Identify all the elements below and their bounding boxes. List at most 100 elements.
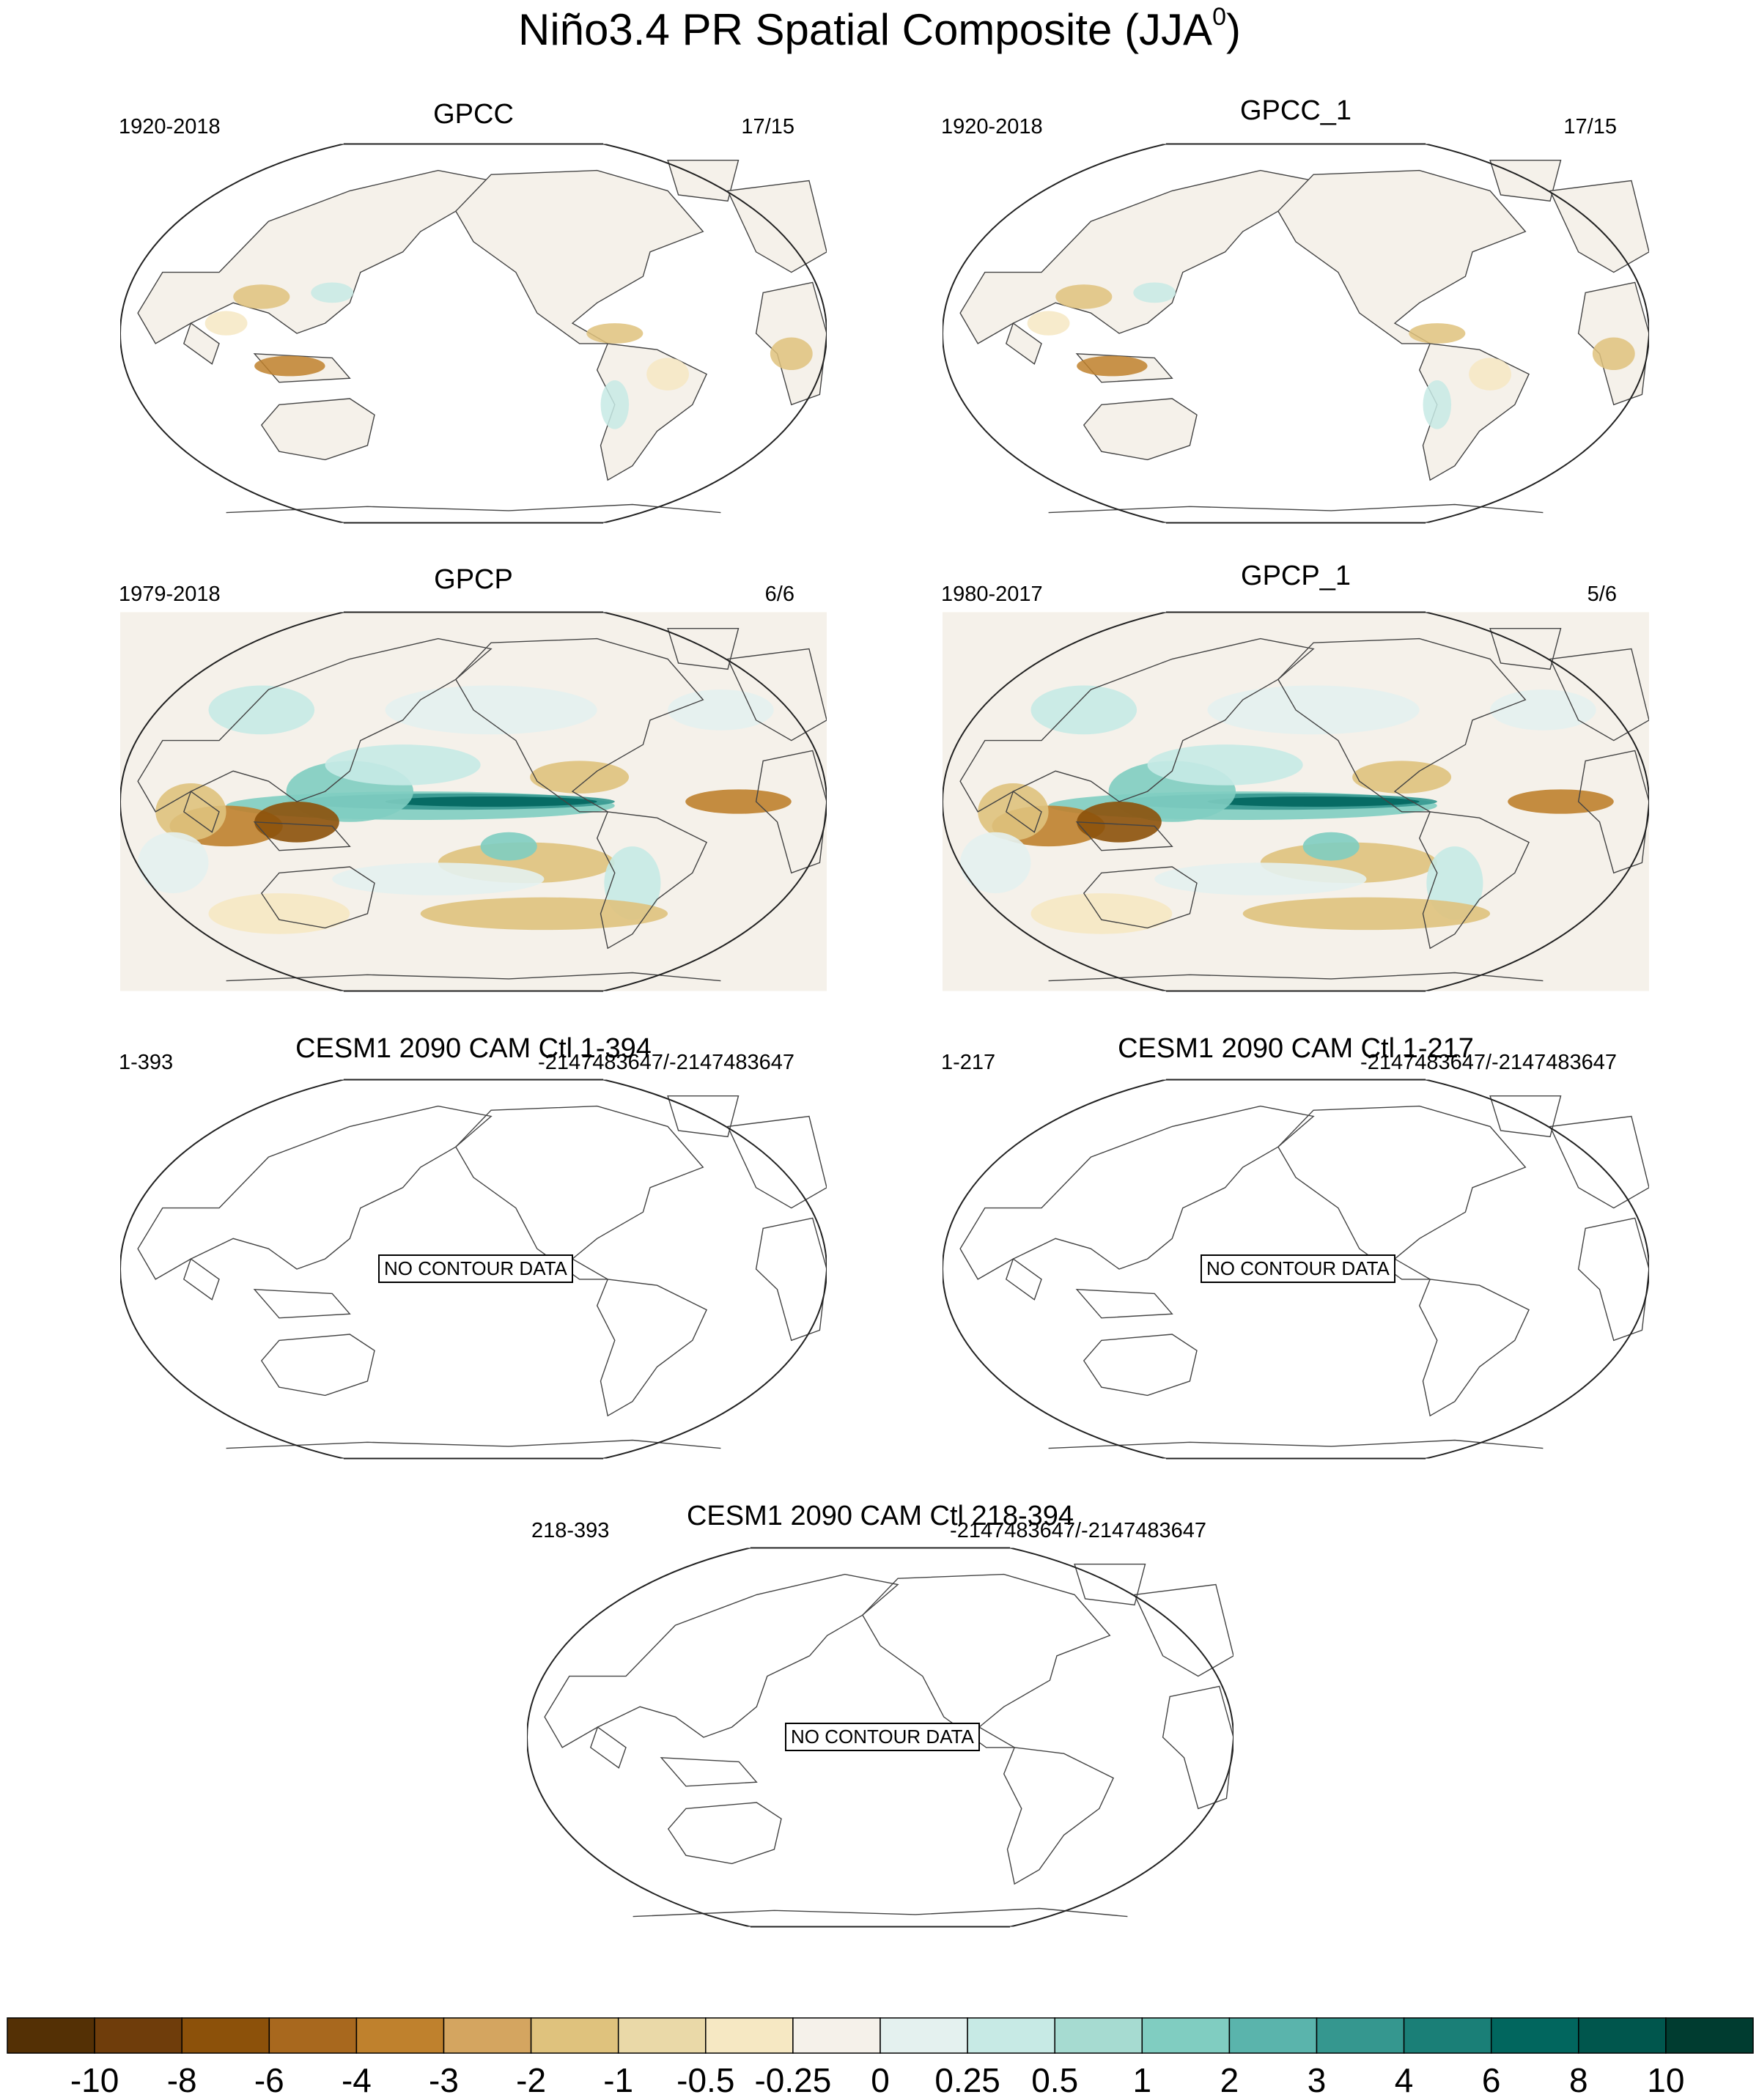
panel-count: 6/6 [764,583,794,606]
panel-title: GPCP [434,564,513,595]
colorbar-swatch [1665,2017,1754,2054]
coastline-europe [726,1115,827,1209]
panel-title: GPCP_1 [1241,561,1351,591]
colorbar-swatch [268,2017,358,2054]
panel-years: 1979-2018 [119,583,221,606]
panel-count: 17/15 [741,115,794,138]
coastline-africa [1577,750,1649,874]
coastline-antarctica [226,972,721,982]
coastline-europe [726,648,827,742]
coastline-europe [1133,1583,1233,1677]
coastline-africa [755,750,827,874]
coastline-europe [1549,648,1649,742]
panel-count: -2147483647/-2147483647 [538,1051,794,1074]
colorbar-swatch [1578,2017,1667,2054]
no-contour-data-label: NO CONTOUR DATA [378,1254,573,1283]
colorbar-swatch [1228,2017,1318,2054]
coastline-greenland [1489,628,1562,670]
coastline-samerica [1418,811,1530,950]
panel-title: CESM1 2090 CAM Ctl 1-394 [295,1033,652,1064]
coastline-samerica [1003,1747,1115,1885]
panel-title: GPCC [433,99,514,130]
figure-title-close: ) [1226,5,1241,54]
colorbar-swatch [967,2017,1055,2054]
coastline-africa [755,1217,827,1342]
panel-count: -2147483647/-2147483647 [1360,1051,1617,1074]
coastline-indonesia [253,821,351,851]
coastline-africa [1577,1217,1649,1342]
coastline-india [182,1257,220,1301]
colorbar-swatch [1141,2017,1231,2054]
coastline-india [182,322,220,365]
panel-years: 1-217 [941,1051,996,1074]
panel-title: CESM1 2090 CAM Ctl 218-394 [686,1501,1074,1531]
coastline-africa [1162,1685,1233,1810]
panel-count: -2147483647/-2147483647 [950,1519,1206,1542]
coastline-asia [544,1573,899,1748]
panel-title: GPCC_1 [1239,95,1352,126]
panel-years: 1920-2018 [941,115,1043,138]
coastline-indonesia [253,1289,351,1319]
coastline-asia [137,1105,493,1280]
colorbar-swatch [530,2017,619,2054]
coastline-australia [1083,1334,1198,1397]
coastline-india [182,790,220,833]
coastline-india [1005,322,1042,365]
coastline-india [1005,1257,1042,1301]
coastline-namerica [1277,169,1527,344]
coastline-asia [959,637,1315,813]
coastline-australia [1083,398,1198,461]
coastline-samerica [596,1279,708,1417]
colorbar-swatch [1054,2017,1143,2054]
colorbar-swatch [1403,2017,1492,2054]
coastline-namerica [1277,637,1527,813]
coastline-antarctica [1048,503,1544,514]
coastline-greenland [667,628,740,670]
colorbar-swatch [7,2017,95,2054]
coastline-greenland [1489,1095,1562,1138]
coastline-asia [137,637,493,813]
colorbar-tick-label: 10 [1647,2061,1685,2099]
no-contour-data-label: NO CONTOUR DATA [785,1723,980,1751]
coastline-india [589,1726,627,1769]
coastline-australia [260,398,375,461]
figure-title-text: Niño3.4 PR Spatial Composite (JJA [518,5,1213,54]
coastline-greenland [1074,1564,1146,1606]
coastline-antarctica [1048,1439,1544,1449]
colorbar-swatch [1490,2017,1579,2054]
coastline-asia [137,169,493,344]
coastline-samerica [596,811,708,950]
coastline-europe [1549,180,1649,273]
colorbar-swatch [617,2017,707,2054]
coastline-samerica [1418,1279,1530,1417]
colorbar-swatch [181,2017,270,2054]
colorbar-swatch [705,2017,794,2054]
panel-count: 17/15 [1563,115,1617,138]
colorbar-swatch [355,2017,445,2054]
coastline-antarctica [1048,972,1544,982]
coastline-antarctica [226,503,721,514]
figure-title-superscript: 0 [1212,3,1227,31]
coastline-india [1005,790,1042,833]
coastline-asia [959,169,1315,344]
coastline-indonesia [1075,1289,1173,1319]
panel-title: CESM1 2090 CAM Ctl 1-217 [1118,1033,1474,1064]
panel-years: 1-393 [119,1051,174,1074]
colorbar-swatch [880,2017,968,2054]
coastline-indonesia [660,1757,758,1787]
coastline-greenland [667,1095,740,1138]
panel-years: 218-393 [531,1519,610,1542]
coastline-antarctica [226,1439,721,1449]
coastline-australia [1083,866,1198,929]
panel-years: 1920-2018 [119,115,221,138]
coastline-indonesia [1075,821,1173,851]
panel-count: 5/6 [1587,583,1617,606]
colorbar-swatch [1316,2017,1405,2054]
coastline-europe [726,180,827,273]
coastline-australia [260,866,375,929]
